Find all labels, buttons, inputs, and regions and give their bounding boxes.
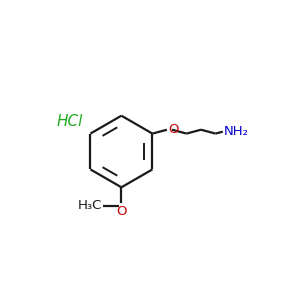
Text: H₃C: H₃C — [77, 199, 102, 212]
Text: NH₂: NH₂ — [224, 125, 249, 138]
Text: HCl: HCl — [57, 114, 83, 129]
Text: O: O — [116, 205, 127, 218]
Text: O: O — [168, 123, 178, 136]
